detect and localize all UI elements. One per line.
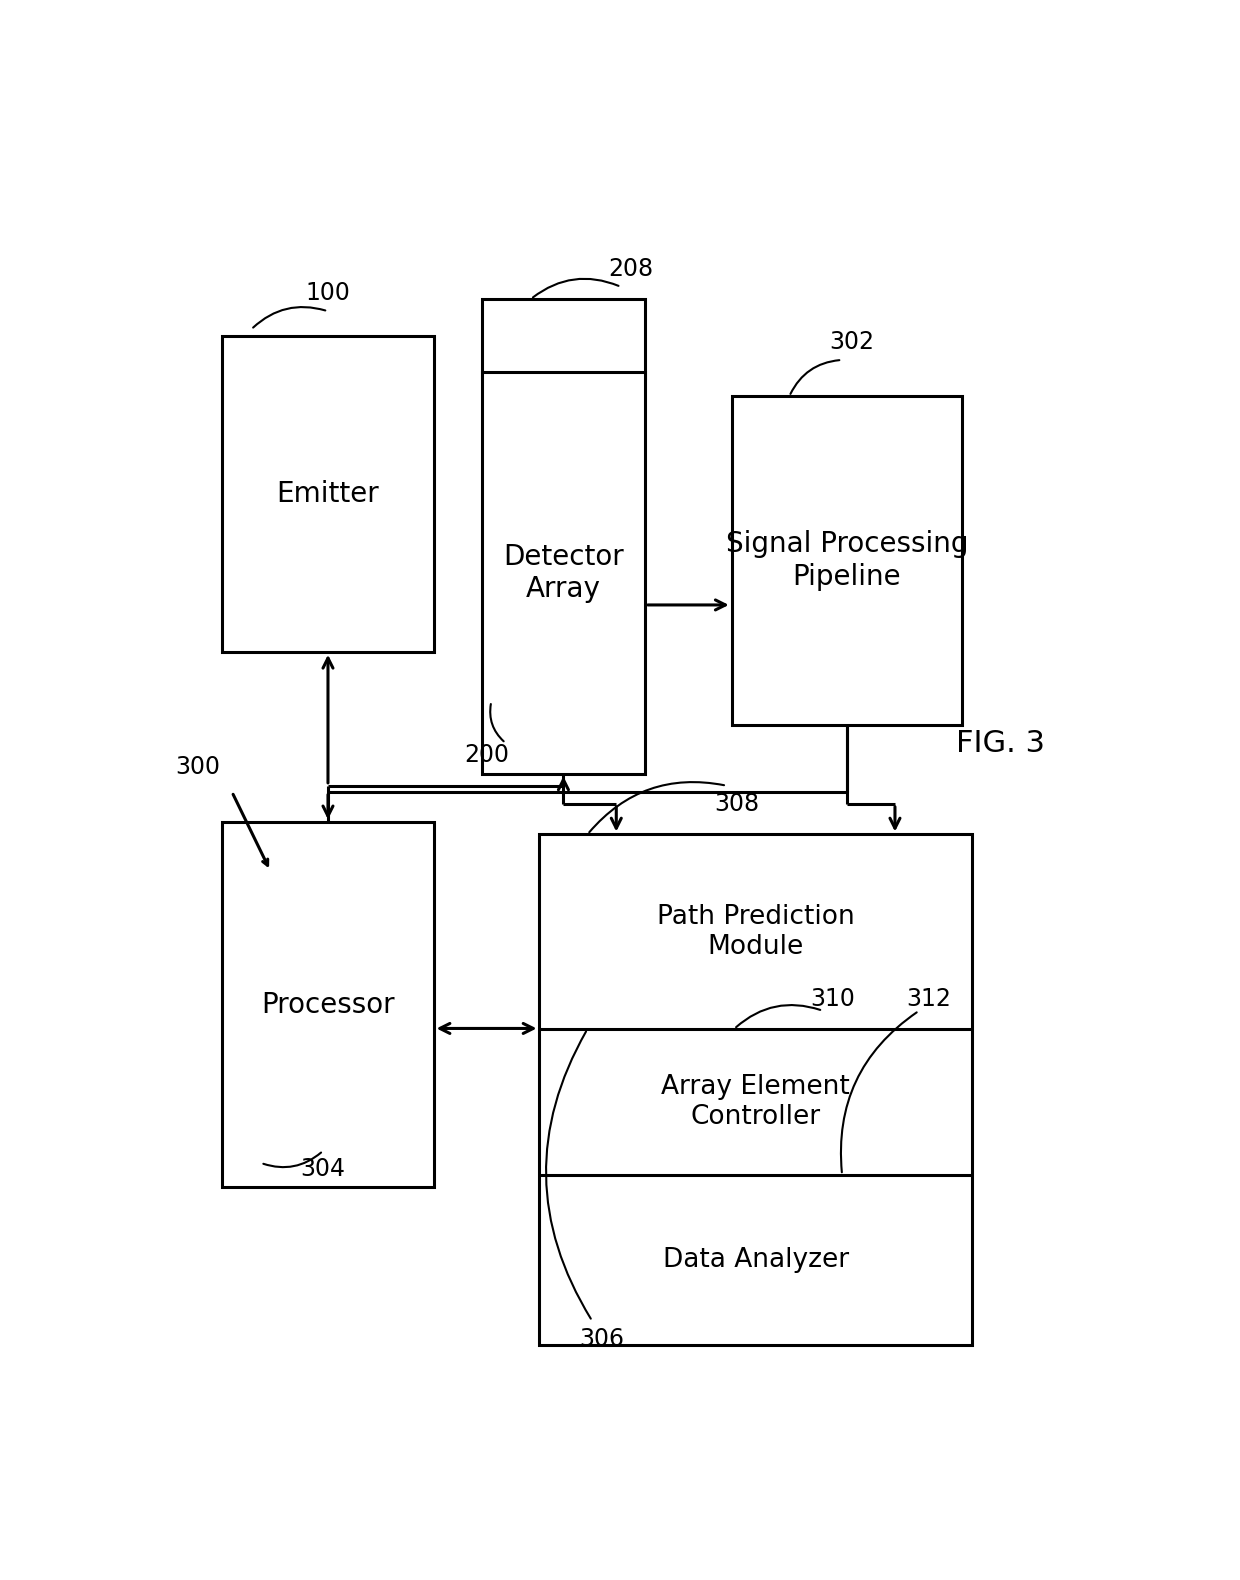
Text: 100: 100	[305, 281, 351, 305]
Bar	[539, 834, 972, 1346]
Text: Path Prediction
Module: Path Prediction Module	[657, 904, 854, 959]
Text: 208: 208	[608, 256, 653, 281]
Bar	[222, 335, 434, 653]
Text: 306: 306	[579, 1327, 625, 1351]
Bar	[222, 822, 434, 1187]
Text: 200: 200	[464, 743, 510, 768]
Bar	[481, 371, 645, 774]
Text: 300: 300	[176, 755, 221, 779]
Text: Array Element
Controller: Array Element Controller	[661, 1074, 849, 1130]
Text: 302: 302	[830, 330, 874, 354]
Text: 304: 304	[300, 1157, 346, 1180]
Text: 310: 310	[810, 986, 854, 1011]
Text: Signal Processing
Pipeline: Signal Processing Pipeline	[725, 531, 968, 591]
Text: 312: 312	[906, 986, 951, 1011]
Text: FIG. 3: FIG. 3	[956, 728, 1045, 758]
Text: Processor: Processor	[262, 991, 394, 1019]
Bar	[481, 299, 645, 378]
Text: Emitter: Emitter	[277, 480, 379, 507]
Text: 308: 308	[714, 792, 759, 815]
Bar	[732, 397, 962, 725]
Text: Detector
Array: Detector Array	[503, 542, 624, 604]
Text: Data Analyzer: Data Analyzer	[662, 1247, 848, 1273]
